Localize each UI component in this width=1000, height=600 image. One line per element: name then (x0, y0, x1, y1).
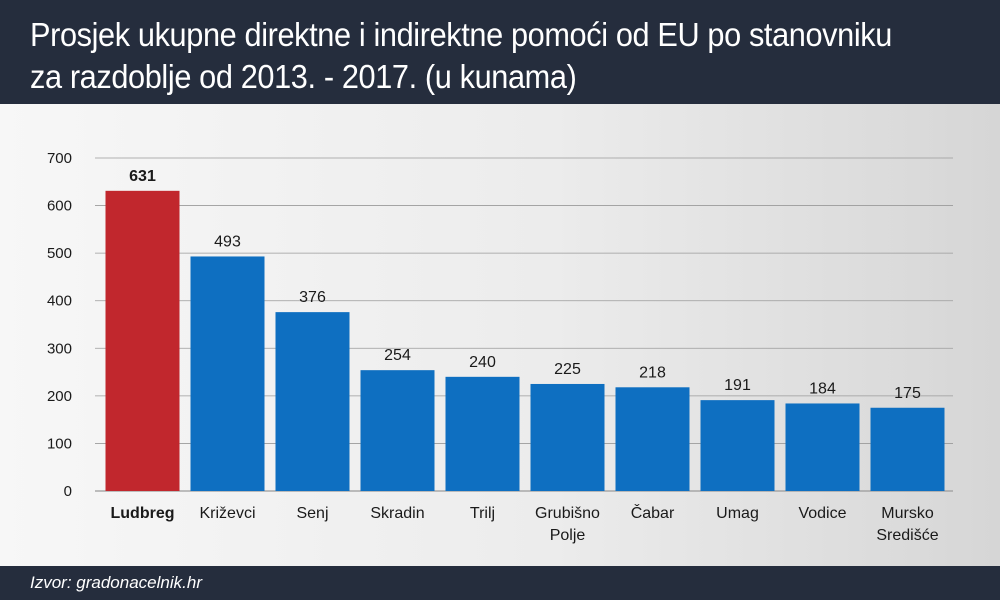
data-label: 191 (724, 377, 751, 394)
x-tick-label: Križevci (199, 505, 255, 522)
bar-chart: 0 100 200 300 400 500 600 700 631 Ludbreg 493 Križe… (47, 150, 953, 544)
x-tick-label: Mursko (881, 505, 934, 522)
x-tick-label: Trilj (470, 505, 495, 522)
plot-area: 0 100 200 300 400 500 600 700 631 Ludbreg 493 Križe… (0, 104, 1000, 568)
x-tick-label: Polje (550, 527, 586, 544)
source-note: Izvor: gradonacelnik.hr (30, 573, 202, 592)
y-tick-label: 300 (47, 340, 72, 357)
y-tick-label: 600 (47, 198, 72, 215)
data-label: 240 (469, 354, 496, 371)
bar (105, 190, 180, 491)
data-label: 493 (214, 233, 241, 250)
bar (445, 376, 520, 491)
y-tick-label: 700 (47, 150, 72, 167)
x-tick-label: Čabar (631, 503, 675, 522)
y-tick-label: 400 (47, 293, 72, 310)
bar (785, 403, 860, 491)
x-tick-label: Senj (296, 505, 328, 522)
title-bar: Prosjek ukupne direktne i indirektne pom… (0, 0, 1000, 104)
bar (530, 383, 605, 491)
x-tick-label: Ludbreg (111, 505, 175, 522)
x-tick-label: Vodice (798, 505, 846, 522)
y-tick-label: 100 (47, 435, 72, 452)
bar (360, 370, 435, 491)
y-tick-label: 200 (47, 388, 72, 405)
data-label: 376 (299, 289, 326, 306)
bar (190, 256, 265, 491)
x-tick-label: Središće (876, 527, 938, 544)
y-tick-label: 0 (64, 483, 72, 500)
data-label: 184 (809, 380, 836, 397)
x-tick-label: Skradin (370, 505, 424, 522)
data-label: 225 (554, 361, 581, 378)
footer-bar: Izvor: gradonacelnik.hr (0, 566, 1000, 600)
data-label: 218 (639, 364, 666, 381)
bar (870, 407, 945, 491)
chart-title: Prosjek ukupne direktne i indirektne pom… (30, 14, 914, 98)
data-label: 254 (384, 347, 411, 364)
bar (700, 400, 775, 491)
data-label: 175 (894, 385, 921, 402)
data-label: 631 (129, 168, 156, 185)
bar (275, 312, 350, 491)
chart-title-line-1: Prosjek ukupne direktne i indirektne pom… (30, 16, 892, 53)
x-tick-label: Umag (716, 505, 759, 522)
y-tick-label: 500 (47, 245, 72, 262)
bar (615, 387, 690, 491)
x-tick-label: Grubišno (535, 505, 600, 522)
chart-title-line-2: za razdoblje od 2013. - 2017. (u kunama) (30, 58, 577, 95)
